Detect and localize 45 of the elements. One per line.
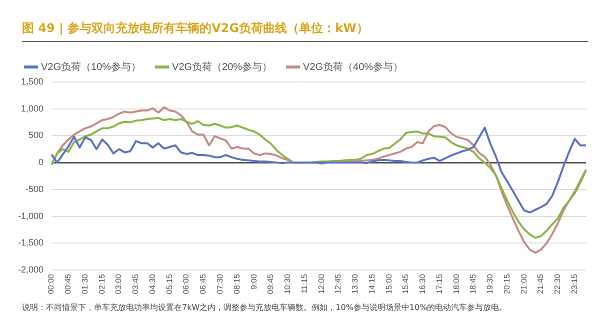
text: 说明：不同情景下，单车充放电功率均设置在7kW之内，调整参与充放电车辆数。例如，10%参与说明场景中10%的电动汽车参与放电。 xyxy=(22,302,508,313)
legend-label: V2G负荷（20%参与） xyxy=(172,60,272,73)
x-tick-label: 10:30 xyxy=(283,273,292,294)
x-tick-label: 18:45 xyxy=(468,273,478,294)
x-tick-label: 00:00 xyxy=(46,273,56,294)
x-tick-label: 06:45 xyxy=(198,273,208,294)
x-tick-label: 13:30 xyxy=(350,273,360,294)
chart-title: 图 49 | 参与双向充放电所有车辆的V2G负荷曲线（单位：kW） xyxy=(22,20,368,37)
x-tick-label: 00:45 xyxy=(64,273,73,294)
x-tick-label: 09:45 xyxy=(266,273,276,294)
y-tick-label: -500 xyxy=(26,184,44,194)
x-tick-label: 12:00 xyxy=(316,273,326,294)
x-tick-label: 01:30 xyxy=(80,273,90,294)
x-tick-label: 19:30 xyxy=(486,273,495,294)
x-tick-label: 04:30 xyxy=(148,273,157,294)
y-tick-label: 500 xyxy=(28,130,44,140)
x-tick-label: 11:15 xyxy=(300,273,309,294)
legend-label: V2G负荷（10%参与） xyxy=(41,60,142,73)
x-tick-label: 21:00 xyxy=(519,273,528,294)
x-tick-label: 15:45 xyxy=(401,273,410,294)
y-tick-label: 0 xyxy=(38,157,44,168)
x-tick-label: 21:45 xyxy=(536,273,546,294)
x-tick-label: 08:15 xyxy=(232,273,242,294)
x-tick-label: 17:15 xyxy=(434,273,444,294)
x-tick-label: 03:45 xyxy=(131,273,140,294)
x-tick-label: 12:45 xyxy=(334,273,343,294)
y-tick-label: -1,500 xyxy=(18,238,44,248)
x-tick-label: 23:15 xyxy=(570,273,579,294)
x-tick-label: 9:00 xyxy=(249,273,258,290)
x-tick-label: 02:15 xyxy=(97,273,106,294)
x-tick-label: 14:15 xyxy=(367,273,376,294)
x-tick-label: 22:30 xyxy=(553,273,562,294)
y-tick-label: 1,500 xyxy=(20,76,44,86)
y-tick-label: 1,000 xyxy=(20,103,44,114)
x-tick-label: 18:00 xyxy=(452,273,461,294)
x-tick-label: 15:00 xyxy=(384,273,394,294)
y-tick-label: -1,000 xyxy=(18,210,44,221)
x-tick-label: 05:15 xyxy=(164,273,174,294)
x-tick-label: 06:00 xyxy=(182,273,191,294)
x-tick-label: 20:15 xyxy=(502,273,512,294)
x-tick-label: 03:00 xyxy=(114,273,124,294)
x-tick-label: 16:30 xyxy=(418,273,428,294)
legend-label: V2G负荷（40%参与） xyxy=(303,60,404,73)
x-tick-label: 07:30 xyxy=(216,273,225,294)
y-tick-label: -2,000 xyxy=(18,264,44,274)
